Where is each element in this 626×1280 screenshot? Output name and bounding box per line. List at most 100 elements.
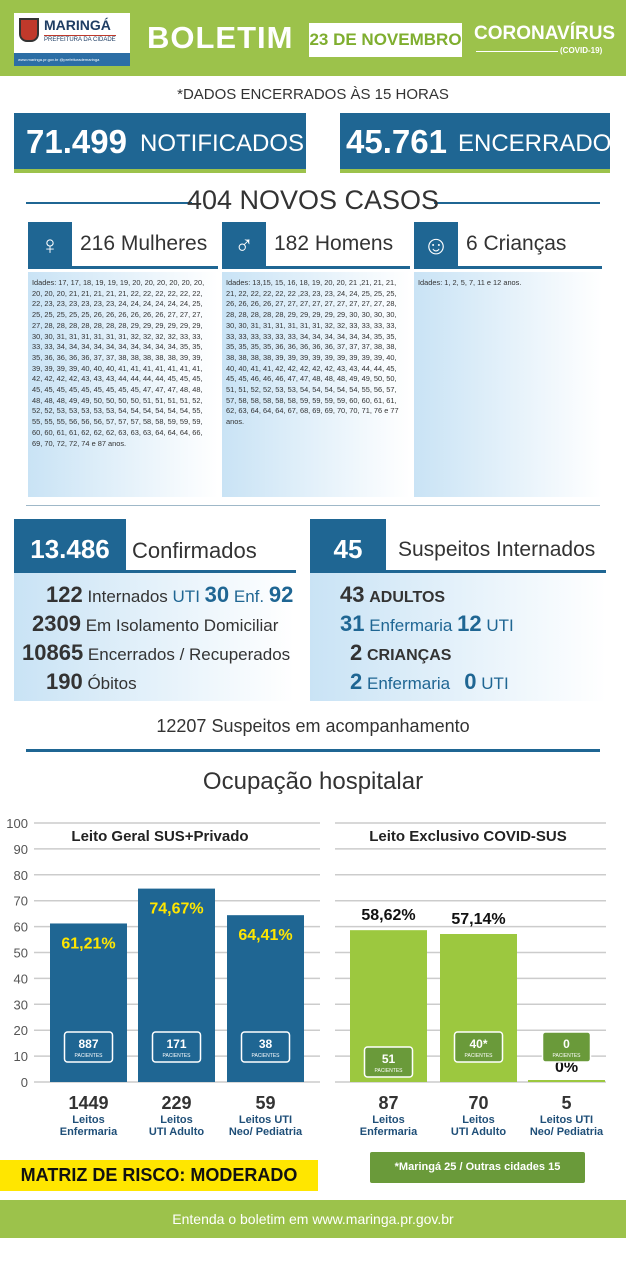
confirmed-panel bbox=[14, 573, 294, 701]
y-tick-label: 20 bbox=[14, 1023, 28, 1038]
y-tick-label: 50 bbox=[14, 946, 28, 961]
beds-count: 70 bbox=[468, 1093, 488, 1113]
bed-category: Leitos UTI bbox=[239, 1114, 292, 1126]
y-tick-label: 70 bbox=[14, 894, 28, 909]
y-tick-label: 30 bbox=[14, 997, 28, 1012]
bed-category: UTI Adulto bbox=[149, 1126, 204, 1138]
encerrados-count: 45.761 bbox=[346, 123, 447, 160]
confirmed-label: Confirmados bbox=[132, 538, 257, 563]
series-title: Leito Geral SUS+Privado bbox=[71, 828, 248, 845]
patients-box bbox=[541, 1031, 592, 1063]
beds-count: 5 bbox=[561, 1093, 571, 1113]
patients-caption: PACIENTES bbox=[75, 1053, 104, 1059]
divider bbox=[26, 202, 192, 204]
topic-subtitle: (COVID-19) bbox=[560, 46, 603, 55]
notificados-box: 71.499 NOTIFICADOS bbox=[14, 113, 306, 173]
adults-detail-row: 31 Enfermaria 12 UTI bbox=[340, 611, 514, 636]
notificados-label: NOTIFICADOS bbox=[140, 130, 305, 157]
bar-percent-label: 0% bbox=[555, 1059, 578, 1076]
deaths-row: 190 Óbitos bbox=[46, 669, 137, 694]
adults-row: 43 ADULTOS bbox=[340, 582, 446, 607]
patients-count: 0 bbox=[563, 1037, 570, 1051]
patients-box bbox=[363, 1046, 414, 1078]
patients-count: 171 bbox=[166, 1037, 186, 1051]
icu-origin-note: *Maringá 25 / Outras cidades 15 bbox=[370, 1152, 585, 1183]
patients-caption: PACIENTES bbox=[465, 1053, 494, 1059]
children-detail-row: 2 Enfermaria 0 UTI bbox=[350, 669, 509, 694]
bar-percent-label: 64,41% bbox=[238, 927, 292, 944]
bed-category: Leitos bbox=[372, 1114, 404, 1126]
beds-count: 1449 bbox=[68, 1093, 108, 1113]
patients-count: 38 bbox=[259, 1037, 273, 1051]
data-cutoff-note: *DADOS ENCERRADOS ÀS 15 HORAS bbox=[177, 86, 449, 103]
y-tick-label: 80 bbox=[14, 868, 28, 883]
divider bbox=[26, 505, 600, 506]
y-tick-label: 40 bbox=[14, 971, 28, 986]
baby-icon: ☺ bbox=[414, 222, 458, 268]
divider bbox=[414, 266, 602, 269]
divider bbox=[310, 570, 606, 573]
encerrados-box: 45.761 ENCERRADOS bbox=[340, 113, 626, 173]
patients-caption: PACIENTES bbox=[163, 1053, 192, 1059]
bar-percent-label: 74,67% bbox=[149, 901, 203, 918]
y-tick-label: 90 bbox=[14, 842, 28, 857]
ages-list: Idades: 13,15, 15, 16, 18, 19, 20, 20, 2… bbox=[222, 272, 410, 497]
footer-link[interactable]: Entenda o boletim em www.maringa.pr.gov.… bbox=[0, 1200, 626, 1238]
divider bbox=[434, 202, 600, 204]
group-title: 216 Mulheres bbox=[80, 232, 208, 255]
group-title: 182 Homens bbox=[274, 232, 394, 255]
bed-category: Neo/ Pediatria bbox=[229, 1126, 303, 1138]
logo-social-bar: www.maringa.pr.gov.br @prefeiturademarin… bbox=[14, 53, 130, 66]
bar-percent-label: 58,62% bbox=[361, 907, 415, 924]
beds-count: 87 bbox=[378, 1093, 398, 1113]
case-group: ☺ 6 Crianças Idades: 1, 2, 5, 7, 11 e 12… bbox=[414, 222, 602, 497]
ages-list: Idades: 1, 2, 5, 7, 11 e 12 anos. bbox=[414, 272, 602, 497]
case-group: ♀ 216 Mulheres Idades: 17, 17, 18, 19, 1… bbox=[28, 222, 218, 497]
beds-count: 59 bbox=[255, 1093, 275, 1113]
bed-category: Enfermaria bbox=[360, 1126, 418, 1138]
group-title: 6 Crianças bbox=[466, 232, 567, 255]
bed-category: Leitos bbox=[462, 1114, 494, 1126]
risk-matrix-badge: MATRIZ DE RISCO: MODERADO bbox=[0, 1160, 318, 1191]
patients-box bbox=[453, 1031, 504, 1063]
y-tick-label: 100 bbox=[6, 816, 28, 831]
notificados-count: 71.499 bbox=[26, 123, 127, 160]
logo-name: MARINGÁ bbox=[44, 17, 111, 33]
divider bbox=[14, 570, 296, 573]
patients-box bbox=[240, 1031, 291, 1063]
children-row: 2 CRIANÇAS bbox=[350, 640, 452, 665]
isolation-row: 2309 Em Isolamento Domiciliar bbox=[32, 611, 279, 636]
new-cases-title: 404 NOVOS CASOS bbox=[186, 185, 440, 215]
bulletin-date: 23 DE NOVEMBRO bbox=[309, 23, 462, 57]
patients-box bbox=[151, 1031, 202, 1063]
ages-list: Idades: 17, 17, 18, 19, 19, 19, 20, 20, … bbox=[28, 272, 218, 497]
divider bbox=[26, 749, 600, 752]
woman-icon: ♀ bbox=[28, 222, 72, 268]
suspects-count: 45 bbox=[310, 519, 386, 573]
bar bbox=[528, 1080, 605, 1082]
divider bbox=[28, 266, 218, 269]
recovered-row: 10865 Encerrados / Recuperados bbox=[22, 640, 291, 665]
logo-subtitle: PREFEITURA DA CIDADE bbox=[44, 35, 116, 43]
crest-icon bbox=[19, 18, 39, 42]
divider bbox=[476, 51, 558, 52]
man-icon: ♂ bbox=[222, 222, 266, 268]
bar-percent-label: 57,14% bbox=[451, 911, 505, 928]
divider bbox=[222, 266, 410, 269]
case-group: ♂ 182 Homens Idades: 13,15, 15, 16, 18, … bbox=[222, 222, 410, 497]
header-banner: MARINGÁ PREFEITURA DA CIDADE www.maringa… bbox=[0, 0, 626, 76]
series-title: Leito Exclusivo COVID-SUS bbox=[369, 828, 567, 845]
bar-percent-label: 61,21% bbox=[61, 935, 115, 952]
bulletin-title: BOLETIM bbox=[147, 20, 294, 55]
patients-count: 40* bbox=[469, 1037, 487, 1051]
patients-caption: PACIENTES bbox=[252, 1053, 281, 1059]
occupancy-title: Ocupação hospitalar bbox=[202, 768, 424, 795]
bed-category: Neo/ Pediatria bbox=[530, 1126, 604, 1138]
suspects-panel bbox=[310, 573, 606, 701]
patients-caption: PACIENTES bbox=[553, 1053, 582, 1059]
bed-category: Leitos bbox=[72, 1114, 104, 1126]
confirmed-count: 13.486 bbox=[14, 519, 126, 573]
bed-category: UTI Adulto bbox=[451, 1126, 506, 1138]
bed-category: Leitos bbox=[160, 1114, 192, 1126]
